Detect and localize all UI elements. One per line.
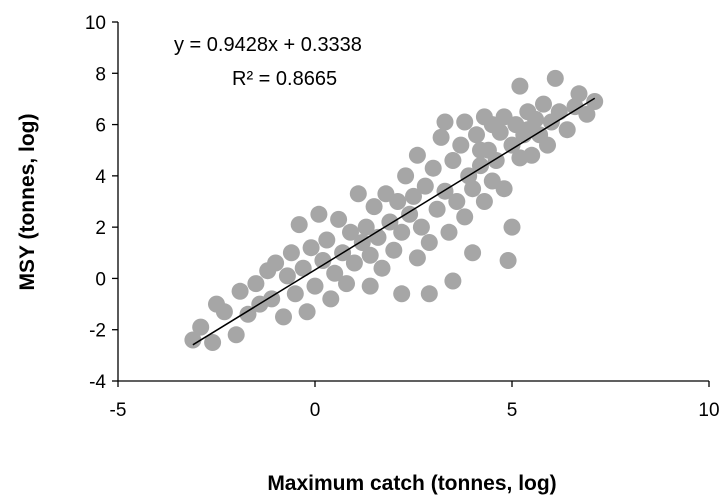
data-point xyxy=(393,223,411,241)
data-point xyxy=(586,93,604,110)
points-layer xyxy=(184,69,604,351)
data-point xyxy=(539,136,556,154)
trendline xyxy=(192,97,596,346)
data-point xyxy=(298,303,316,321)
data-point xyxy=(290,216,308,234)
data-point xyxy=(231,282,249,300)
data-point xyxy=(267,254,285,272)
r-squared-label: R² = 0.8665 xyxy=(232,68,337,90)
data-point xyxy=(314,252,332,269)
data-point xyxy=(215,303,233,321)
data-point xyxy=(546,69,564,87)
data-point xyxy=(444,272,462,290)
data-point xyxy=(440,223,458,241)
y-tick-label: 10 xyxy=(85,13,106,34)
data-point xyxy=(519,121,537,139)
data-point xyxy=(448,193,466,210)
data-point xyxy=(385,241,403,259)
axes xyxy=(117,22,709,382)
data-point xyxy=(408,249,426,267)
data-point xyxy=(468,126,485,144)
data-point xyxy=(361,277,379,295)
data-point xyxy=(472,141,489,159)
data-point xyxy=(499,252,517,269)
data-point xyxy=(338,275,355,293)
data-point xyxy=(550,103,568,121)
data-point xyxy=(456,113,474,131)
data-point xyxy=(318,231,336,249)
data-point xyxy=(326,264,344,282)
data-point xyxy=(310,205,328,223)
data-point xyxy=(408,146,426,164)
data-point xyxy=(464,180,482,198)
data-point xyxy=(282,244,300,262)
data-point xyxy=(278,267,296,285)
data-point xyxy=(286,285,304,303)
data-point xyxy=(373,259,391,277)
data-point xyxy=(227,326,245,344)
data-point xyxy=(503,136,521,154)
data-point xyxy=(495,180,513,198)
data-point xyxy=(503,218,521,236)
data-point xyxy=(361,246,379,264)
data-point xyxy=(456,208,474,226)
data-point xyxy=(444,152,462,169)
x-axis-title: Maximum catch (tonnes, log) xyxy=(267,472,556,495)
data-point xyxy=(365,198,383,216)
data-point xyxy=(424,159,442,177)
data-point xyxy=(345,254,363,272)
data-point xyxy=(239,305,257,323)
y-tick-label: -2 xyxy=(89,321,106,342)
y-tick-label: 2 xyxy=(95,218,106,239)
data-point xyxy=(294,259,312,277)
y-tick-label: 0 xyxy=(95,269,106,290)
data-point xyxy=(436,113,454,131)
data-point xyxy=(570,85,588,103)
data-point xyxy=(247,275,265,293)
y-tick-label: -4 xyxy=(89,372,106,393)
data-point xyxy=(357,218,375,236)
y-tick-label: 6 xyxy=(95,116,106,137)
data-point xyxy=(330,210,348,228)
data-point xyxy=(389,193,407,210)
trendline-equation: y = 0.9428x + 0.3338 xyxy=(174,34,362,56)
data-point xyxy=(342,223,359,241)
data-point xyxy=(491,123,509,141)
data-point xyxy=(306,277,324,295)
ticks: -4 -2 0 2 4 6 8 10 -5 0 5 10 xyxy=(85,13,720,421)
data-point xyxy=(464,244,482,262)
data-point xyxy=(420,285,438,303)
data-point xyxy=(535,95,552,113)
y-tick-label: 8 xyxy=(95,64,106,85)
data-point xyxy=(204,334,222,351)
data-point xyxy=(420,234,438,251)
data-point xyxy=(416,177,434,195)
data-point xyxy=(428,200,446,218)
data-point xyxy=(302,239,320,257)
data-point xyxy=(472,157,489,175)
data-point xyxy=(511,77,529,95)
data-point xyxy=(192,318,210,336)
data-point xyxy=(393,285,411,303)
data-point xyxy=(432,128,450,146)
x-tick-label: -5 xyxy=(110,400,127,421)
data-point xyxy=(578,105,596,123)
data-point xyxy=(523,146,541,164)
data-point xyxy=(558,121,576,139)
x-tick-label: 5 xyxy=(507,400,518,421)
data-point xyxy=(452,136,470,154)
data-point xyxy=(475,193,493,210)
x-tick-label: 0 xyxy=(310,400,321,421)
data-point xyxy=(405,187,422,205)
y-axis-title: MSY (tonnes, log) xyxy=(16,114,39,291)
data-point xyxy=(397,167,415,185)
data-point xyxy=(275,308,292,326)
x-tick-label: 10 xyxy=(698,400,719,421)
data-point xyxy=(412,218,430,236)
data-point xyxy=(184,331,202,349)
data-point xyxy=(322,290,340,308)
y-tick-label: 4 xyxy=(95,167,106,188)
data-point xyxy=(349,185,367,203)
